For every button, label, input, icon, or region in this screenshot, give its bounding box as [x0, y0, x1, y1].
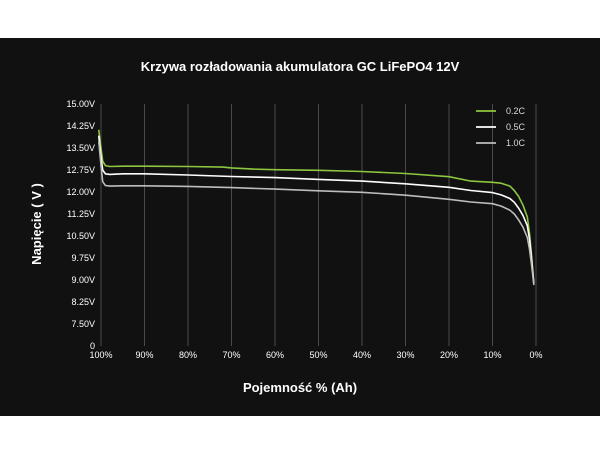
series-line-1.0C: [98, 141, 535, 286]
series-lines: [98, 129, 535, 286]
series-line-0.5C: [98, 135, 535, 284]
x-tick-label: 0%: [529, 350, 542, 360]
discharge-chart: Krzywa rozładowania akumulatora GC LiFeP…: [29, 59, 543, 395]
gridlines: [100, 104, 537, 346]
x-tick-label: 100%: [89, 350, 112, 360]
chart-panel: Krzywa rozładowania akumulatora GC LiFeP…: [0, 38, 600, 416]
x-tick-label: 50%: [309, 350, 327, 360]
x-tick-label: 60%: [266, 350, 284, 360]
x-tick-label: 10%: [483, 350, 501, 360]
y-tick-label: 9.75V: [71, 253, 95, 263]
chart-title: Krzywa rozładowania akumulatora GC LiFeP…: [141, 59, 460, 74]
x-tick-labels: 100% 90% 80% 70% 60% 50% 40% 30% 20% 10% 0%: [89, 350, 542, 360]
y-tick-label: 12.75V: [66, 165, 95, 175]
y-tick-labels: 0 7.50V 8.25V 9.00V 9.75V 10.50V 11.25V 12.00V 1…: [66, 99, 95, 351]
y-axis-label: Napięcie ( V ): [29, 183, 44, 265]
y-tick-label: 12.00V: [66, 187, 95, 197]
y-tick-label: 8.25V: [71, 297, 95, 307]
legend-label: 0.5C: [506, 122, 526, 132]
x-tick-label: 90%: [135, 350, 153, 360]
y-tick-label: 10.50V: [66, 231, 95, 241]
x-tick-label: 70%: [222, 350, 240, 360]
y-tick-label: 14.25V: [66, 121, 95, 131]
x-tick-label: 30%: [396, 350, 414, 360]
x-tick-label: 80%: [179, 350, 197, 360]
y-tick-label: 9.00V: [71, 275, 95, 285]
y-tick-label: 13.50V: [66, 143, 95, 153]
y-tick-label: 15.00V: [66, 99, 95, 109]
x-tick-label: 40%: [353, 350, 371, 360]
x-axis-label: Pojemność % (Ah): [243, 380, 357, 395]
legend: 0.2C 0.5C 1.0C: [476, 106, 526, 148]
series-line-0.2C: [98, 129, 535, 284]
legend-label: 0.2C: [506, 106, 526, 116]
x-tick-label: 20%: [440, 350, 458, 360]
y-tick-label: 0: [90, 341, 95, 351]
y-tick-label: 11.25V: [67, 209, 95, 219]
y-tick-label: 7.50V: [71, 319, 95, 329]
legend-label: 1.0C: [506, 138, 526, 148]
